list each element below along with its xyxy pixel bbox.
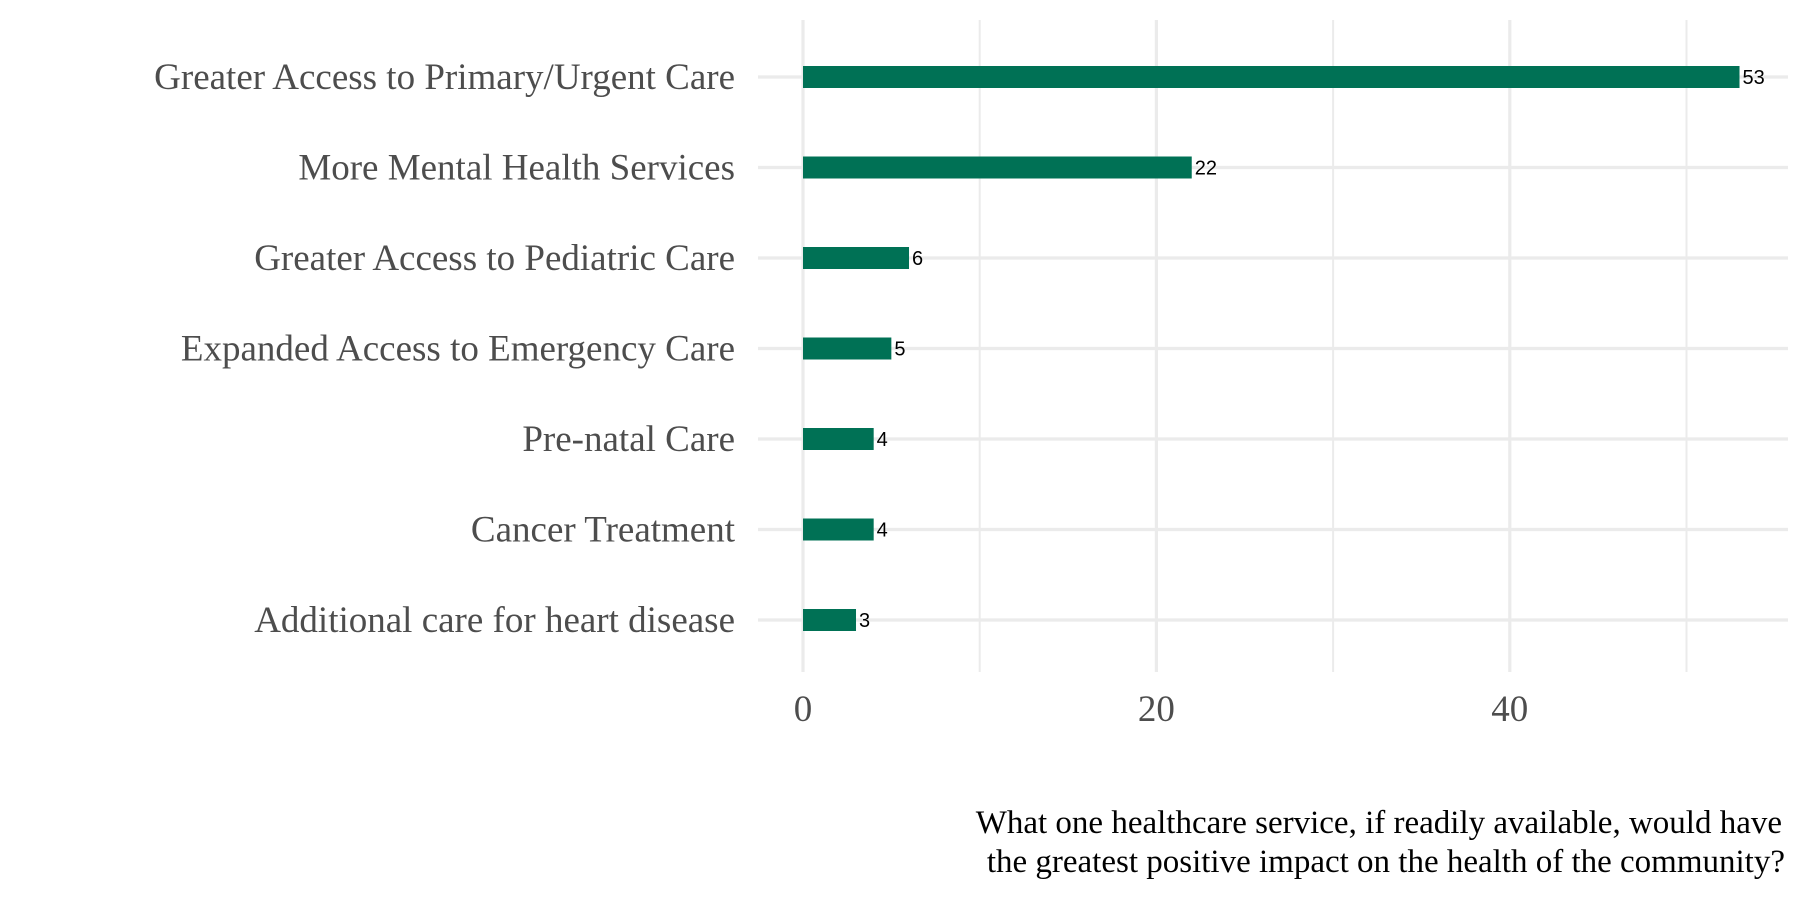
bar-value-label: 5 bbox=[894, 339, 905, 361]
bar-value-label: 4 bbox=[877, 429, 888, 451]
bar-value-label: 4 bbox=[877, 520, 888, 542]
caption-line-1: What one healthcare service, if readily … bbox=[976, 805, 1782, 841]
category-label: Pre-natal Care bbox=[522, 419, 735, 460]
x-axis-ticks: 0 20 40 bbox=[794, 689, 1529, 730]
x-tick-label: 0 bbox=[794, 689, 813, 730]
bar-value-label: 53 bbox=[1743, 67, 1765, 89]
bar bbox=[803, 609, 857, 631]
bar bbox=[803, 247, 910, 269]
category-label: More Mental Health Services bbox=[298, 148, 735, 189]
x-tick-label: 20 bbox=[1138, 689, 1175, 730]
bar bbox=[803, 518, 874, 541]
bar-value-label: 22 bbox=[1195, 158, 1217, 180]
bars-layer bbox=[803, 66, 1740, 631]
category-label: Expanded Access to Emergency Care bbox=[181, 329, 735, 370]
chart-caption: What one healthcare service, if readily … bbox=[976, 805, 1785, 880]
bar-value-label: 3 bbox=[859, 610, 870, 632]
bar bbox=[803, 66, 1740, 88]
x-tick-label: 40 bbox=[1491, 689, 1528, 730]
bar bbox=[803, 428, 874, 450]
category-label: Greater Access to Pediatric Care bbox=[254, 238, 735, 279]
category-label: Cancer Treatment bbox=[471, 510, 736, 551]
caption-line-2: the greatest positive impact on the heal… bbox=[987, 844, 1785, 880]
grid-layer bbox=[758, 20, 1788, 672]
bar bbox=[803, 156, 1192, 179]
category-label: Additional care for heart disease bbox=[254, 600, 735, 641]
category-label: Greater Access to Primary/Urgent Care bbox=[154, 57, 735, 98]
bar bbox=[803, 337, 892, 360]
bar-value-label: 6 bbox=[912, 248, 923, 270]
